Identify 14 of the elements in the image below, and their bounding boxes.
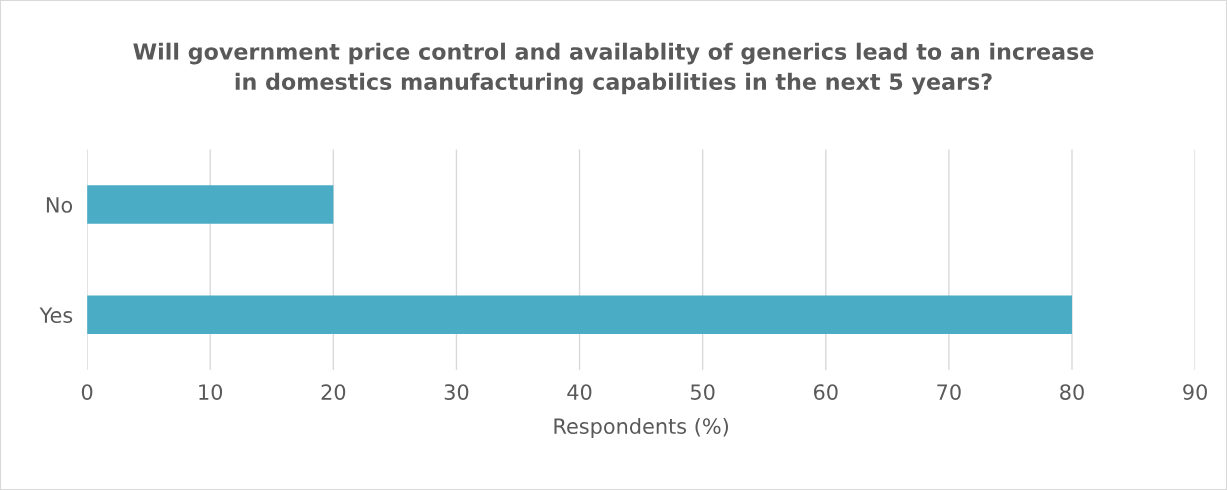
x-tick-label: 60 bbox=[813, 384, 838, 400]
x-tick-label: 90 bbox=[1183, 384, 1207, 400]
x-axis-title: Respondents (%) bbox=[554, 417, 728, 439]
x-tick-label: 10 bbox=[199, 384, 223, 400]
x-tick-label: 30 bbox=[444, 384, 469, 400]
x-tick-label: 40 bbox=[567, 384, 592, 400]
x-tick-label: 80 bbox=[1060, 384, 1084, 400]
x-tick-label: 20 bbox=[321, 384, 346, 400]
y-tick-label: No bbox=[46, 197, 73, 213]
y-tick-label: Yes bbox=[39, 307, 73, 324]
x-tick-label: 0 bbox=[81, 384, 93, 400]
x-tick-label: 70 bbox=[937, 384, 961, 400]
x-tick-label: 50 bbox=[691, 384, 715, 400]
chart-title: Will government price control and availablity of generics lead to an increase in domestics manufacturing capabilities in the next 5 years? bbox=[133, 42, 1094, 95]
